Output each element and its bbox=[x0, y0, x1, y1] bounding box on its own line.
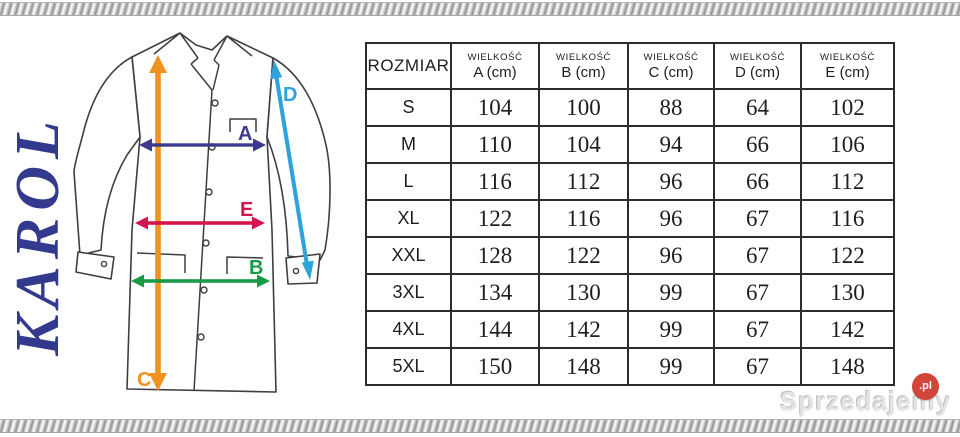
watermark: Sprzedajemy .pl bbox=[780, 373, 955, 420]
value-cell: 66 bbox=[713, 125, 802, 164]
measurement-column-header: WIELKOŚĆ A (cm) bbox=[450, 42, 540, 90]
size-table: ROZMIAR WIELKOŚĆ A (cm) WIELKOŚĆ B (cm) WIEL… bbox=[365, 42, 895, 386]
measure-arrow-d bbox=[270, 60, 314, 280]
table-row: M 110 104 94 66 106 bbox=[365, 125, 895, 164]
table-row: XL 122 116 96 67 116 bbox=[365, 199, 895, 238]
value-cell: 150 bbox=[450, 347, 540, 386]
table-row: S 104 100 88 64 102 bbox=[365, 88, 895, 127]
measurement-column-header: WIELKOŚĆ C (cm) bbox=[627, 42, 715, 90]
size-cell: M bbox=[365, 125, 452, 164]
coat-collar-edge-left bbox=[153, 32, 181, 55]
value-cell: 96 bbox=[627, 199, 715, 238]
watermark-pl-badge: .pl bbox=[912, 373, 939, 400]
value-cell: 142 bbox=[538, 310, 629, 349]
size-cell: 5XL bbox=[365, 347, 452, 386]
coat-collar-edge-right bbox=[226, 35, 253, 57]
size-cell: XL bbox=[365, 199, 452, 238]
coat-left-cuff bbox=[75, 251, 115, 280]
size-cell: S bbox=[365, 88, 452, 127]
value-cell: 96 bbox=[627, 162, 715, 201]
value-cell: 130 bbox=[800, 273, 895, 312]
table-row: XXL 128 122 96 67 122 bbox=[365, 236, 895, 275]
value-cell: 67 bbox=[713, 347, 802, 386]
size-cell: XXL bbox=[365, 236, 452, 275]
coat-button bbox=[197, 333, 205, 341]
value-cell: 99 bbox=[627, 347, 715, 386]
value-cell: 88 bbox=[627, 88, 715, 127]
coat-left-hip-pocket bbox=[136, 252, 186, 273]
table-row: L 116 112 96 66 112 bbox=[365, 162, 895, 201]
value-cell: 116 bbox=[450, 162, 540, 201]
coat-left-lapel bbox=[179, 32, 213, 91]
measure-arrow-e bbox=[135, 216, 265, 230]
value-cell: 104 bbox=[450, 88, 540, 127]
coat-right-cuff bbox=[285, 253, 321, 285]
measurement-column-header: WIELKOŚĆ D (cm) bbox=[713, 42, 802, 90]
value-cell: 67 bbox=[713, 273, 802, 312]
measurement-column-header: WIELKOŚĆ B (cm) bbox=[538, 42, 629, 90]
value-cell: 110 bbox=[450, 125, 540, 164]
arrow-label-c: C bbox=[137, 369, 151, 391]
value-cell: 106 bbox=[800, 125, 895, 164]
coat-right-hip-pocket bbox=[226, 256, 264, 274]
rope-border-bottom bbox=[0, 419, 960, 433]
table-row: 5XL 150 148 99 67 148 bbox=[365, 347, 895, 386]
measure-arrow-b bbox=[131, 274, 270, 288]
value-cell: 122 bbox=[800, 236, 895, 275]
value-cell: 66 bbox=[713, 162, 802, 201]
arrow-label-b: B bbox=[249, 257, 263, 279]
value-cell: 67 bbox=[713, 310, 802, 349]
value-cell: 142 bbox=[800, 310, 895, 349]
value-cell: 112 bbox=[538, 162, 629, 201]
value-cell: 94 bbox=[627, 125, 715, 164]
value-cell: 128 bbox=[450, 236, 540, 275]
value-cell: 67 bbox=[713, 199, 802, 238]
coat-cuff-button bbox=[292, 267, 300, 275]
value-cell: 112 bbox=[800, 162, 895, 201]
measurement-column-header: WIELKOŚĆ E (cm) bbox=[800, 42, 895, 90]
coat-chest-pocket bbox=[229, 118, 257, 132]
size-cell: 4XL bbox=[365, 310, 452, 349]
value-cell: 148 bbox=[800, 347, 895, 386]
coat-left-sleeve bbox=[73, 56, 141, 256]
coat-button bbox=[202, 239, 210, 247]
value-cell: 100 bbox=[538, 88, 629, 127]
arrow-label-e: E bbox=[240, 199, 253, 221]
coat-button bbox=[211, 99, 219, 107]
coat-button bbox=[200, 286, 208, 294]
size-column-header: ROZMIAR bbox=[365, 42, 452, 90]
value-cell: 116 bbox=[800, 199, 895, 238]
value-cell: 122 bbox=[538, 236, 629, 275]
rope-border-top bbox=[0, 2, 960, 16]
value-cell: 67 bbox=[713, 236, 802, 275]
value-cell: 64 bbox=[713, 88, 802, 127]
arrow-label-a: A bbox=[238, 123, 252, 145]
measure-arrow-a bbox=[139, 138, 266, 152]
size-cell: 3XL bbox=[365, 273, 452, 312]
value-cell: 99 bbox=[627, 273, 715, 312]
value-cell: 148 bbox=[538, 347, 629, 386]
value-cell: 104 bbox=[538, 125, 629, 164]
arrow-label-d: D bbox=[283, 84, 297, 106]
table-row: 4XL 144 142 99 67 142 bbox=[365, 310, 895, 349]
coat-measurement-diagram: A E B C D bbox=[73, 32, 331, 393]
coat-button bbox=[205, 188, 213, 196]
value-cell: 130 bbox=[538, 273, 629, 312]
table-row: 3XL 134 130 99 67 130 bbox=[365, 273, 895, 312]
value-cell: 96 bbox=[627, 236, 715, 275]
size-cell: L bbox=[365, 162, 452, 201]
coat-front-line bbox=[193, 89, 213, 392]
value-cell: 99 bbox=[627, 310, 715, 349]
value-cell: 134 bbox=[450, 273, 540, 312]
table-header-row: ROZMIAR WIELKOŚĆ A (cm) WIELKOŚĆ B (cm) WIEL… bbox=[365, 42, 895, 90]
value-cell: 116 bbox=[538, 199, 629, 238]
value-cell: 122 bbox=[450, 199, 540, 238]
value-cell: 144 bbox=[450, 310, 540, 349]
coat-right-lapel bbox=[212, 35, 228, 91]
value-cell: 102 bbox=[800, 88, 895, 127]
coat-cuff-button bbox=[100, 260, 108, 268]
